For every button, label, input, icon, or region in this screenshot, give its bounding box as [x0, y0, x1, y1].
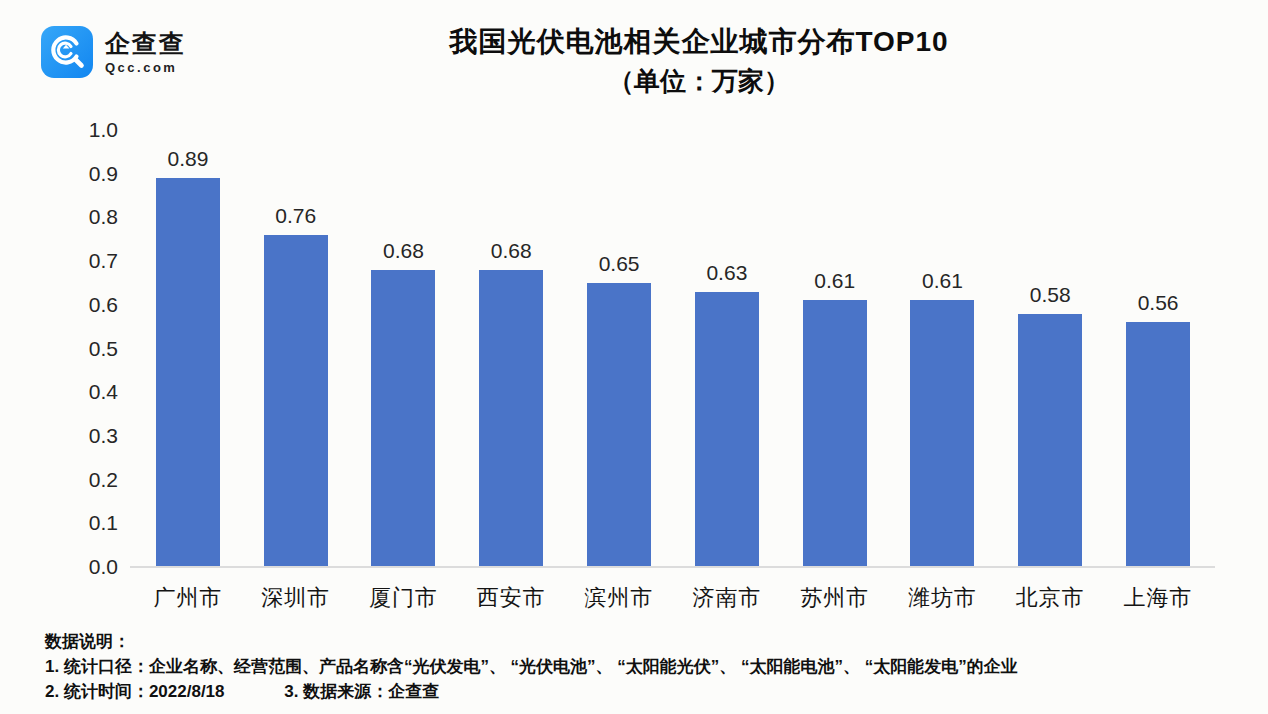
y-tick-label: 0.7: [89, 249, 118, 273]
notes-line-statistics-scope: 1. 统计口径：企业名称、经营范围、产品名称含“光伏发电”、 “光伏电池”、 “…: [45, 654, 1248, 679]
y-tick-label: 0.1: [89, 511, 118, 535]
x-axis-line: [130, 566, 1215, 568]
bar: [479, 270, 543, 567]
x-category-label: 北京市: [996, 583, 1104, 613]
qcc-bar-chart-infographic: 企查查 Qcc.com 我国光伏电池相关企业城市分布TOP10 （单位：万家） …: [0, 0, 1268, 714]
bar-slot: 0.56: [1104, 130, 1212, 567]
y-tick-label: 0.8: [89, 205, 118, 229]
plot-area: 0.89 0.76 0.68 0.68 0.65 0.63 0.61 0.61 0.58 0.56: [134, 130, 1212, 567]
bar-slot: 0.68: [350, 130, 458, 567]
bar-slot: 0.61: [781, 130, 889, 567]
bar-value-label: 0.89: [167, 147, 208, 171]
bar-slot: 0.68: [457, 130, 565, 567]
y-tick-label: 0.9: [89, 162, 118, 186]
notes-statistics-time: 2. 统计时间：2022/8/18: [45, 682, 225, 701]
x-axis-category-labels: 广州市深圳市厦门市西安市滨州市济南市苏州市潍坊市北京市上海市: [134, 583, 1212, 613]
notes-line-time-and-source: 2. 统计时间：2022/8/18 3. 数据来源：企查查: [45, 679, 1248, 704]
y-axis-tick-labels: 1.00.90.80.70.60.50.40.30.20.10.0: [0, 130, 118, 567]
bar: [1126, 322, 1190, 567]
x-category-label: 苏州市: [781, 583, 889, 613]
chart-subtitle-unit: （单位：万家）: [140, 65, 1258, 97]
bar-value-label: 0.56: [1138, 291, 1179, 315]
x-category-label: 济南市: [673, 583, 781, 613]
y-tick-label: 0.3: [89, 424, 118, 448]
bar-slot: 0.76: [242, 130, 350, 567]
chart-title: 我国光伏电池相关企业城市分布TOP10: [140, 24, 1258, 60]
x-category-label: 深圳市: [242, 583, 350, 613]
bar-slot: 0.65: [565, 130, 673, 567]
x-category-label: 上海市: [1104, 583, 1212, 613]
x-category-label: 潍坊市: [889, 583, 997, 613]
bar: [587, 283, 651, 567]
bar-value-label: 0.63: [706, 261, 747, 285]
bar: [803, 300, 867, 567]
bar-slot: 0.61: [889, 130, 997, 567]
bar: [695, 292, 759, 567]
data-notes: 数据说明： 1. 统计口径：企业名称、经营范围、产品名称含“光伏发电”、 “光伏…: [45, 629, 1248, 704]
bar-value-label: 0.68: [383, 239, 424, 263]
x-category-label: 西安市: [457, 583, 565, 613]
y-tick-label: 1.0: [89, 118, 118, 142]
bar-slot: 0.58: [996, 130, 1104, 567]
bar: [910, 300, 974, 567]
y-tick-label: 0.6: [89, 293, 118, 317]
y-tick-label: 0.5: [89, 337, 118, 361]
notes-heading: 数据说明：: [45, 629, 1248, 654]
bar-slot: 0.63: [673, 130, 781, 567]
qcc-logo-icon: [40, 25, 94, 79]
bar-value-label: 0.61: [922, 269, 963, 293]
bar-value-label: 0.58: [1030, 283, 1071, 307]
bar-slot: 0.89: [134, 130, 242, 567]
bar-value-label: 0.61: [814, 269, 855, 293]
bar: [264, 235, 328, 567]
y-tick-label: 0.4: [89, 380, 118, 404]
x-category-label: 厦门市: [350, 583, 458, 613]
y-tick-label: 0.0: [89, 555, 118, 579]
bar-value-label: 0.68: [491, 239, 532, 263]
bar: [371, 270, 435, 567]
bar-value-label: 0.65: [599, 252, 640, 276]
x-category-label: 滨州市: [565, 583, 673, 613]
notes-data-source: 3. 数据来源：企查查: [284, 682, 439, 701]
bar: [156, 178, 220, 567]
y-tick-label: 0.2: [89, 468, 118, 492]
x-category-label: 广州市: [134, 583, 242, 613]
bar-value-label: 0.76: [275, 204, 316, 228]
chart-header: 我国光伏电池相关企业城市分布TOP10 （单位：万家）: [140, 24, 1258, 97]
bar: [1018, 314, 1082, 567]
